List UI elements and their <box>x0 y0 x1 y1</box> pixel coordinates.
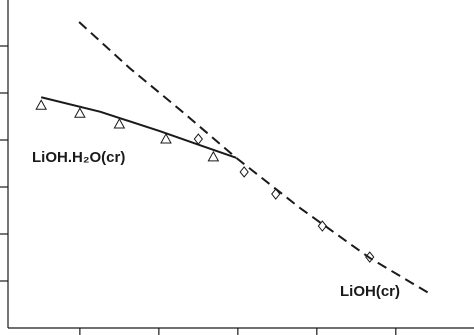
line <box>78 21 433 296</box>
marker <box>207 150 220 162</box>
marker <box>113 117 126 129</box>
marker <box>193 133 203 145</box>
marker <box>160 133 172 144</box>
marker <box>74 107 86 118</box>
marker <box>317 220 327 232</box>
line <box>40 96 237 159</box>
annotation: LiOH.H₂O(cr) <box>32 149 125 166</box>
annotation: LiOH(cr) <box>340 283 400 300</box>
marker <box>35 99 48 110</box>
marker <box>239 166 249 178</box>
